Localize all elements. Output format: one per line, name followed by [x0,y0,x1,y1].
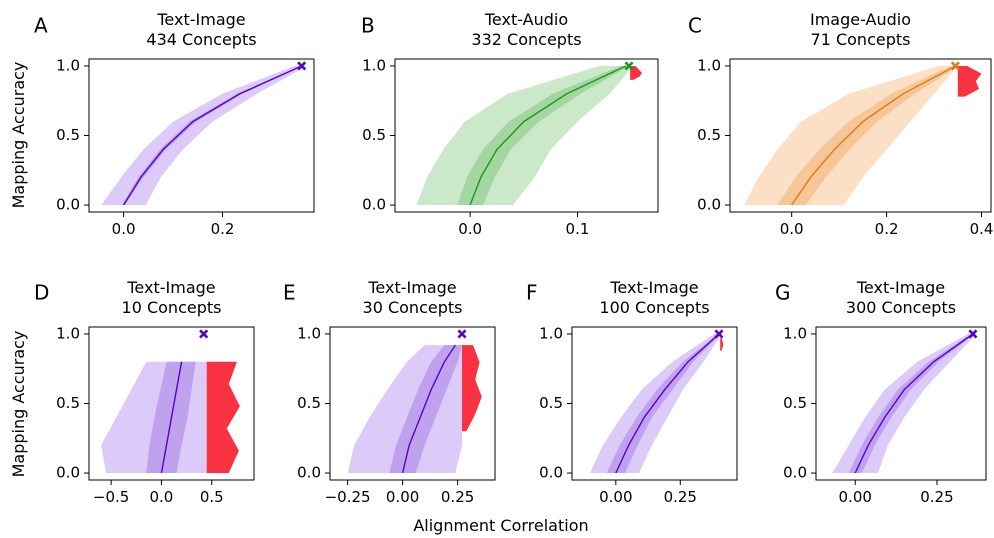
panel-title-e: Text-Image [367,278,456,297]
x-tick-label-f: 0.00 [599,488,632,506]
median-line-g [854,333,974,474]
observed-marker-a [297,61,307,71]
median-line-f [615,333,720,474]
y-tick-label-e: 0.5 [297,394,321,412]
observed-marker-b [624,61,634,71]
observed-marker-c [950,61,960,71]
x-tick-label-a: 0.2 [211,220,235,238]
y-tick-label-d: 0.0 [56,464,80,482]
x-tick-label-c: 0.2 [875,220,899,238]
y-tick-label-g: 0.5 [783,394,807,412]
panel-subtitle-a: 434 Concepts [146,30,256,49]
x-tick-label-g: 0.00 [839,488,872,506]
x-axis-label: Alignment Correlation [413,516,588,535]
x-tick-label-c: 0.4 [970,220,994,238]
inner-band-f [606,334,721,473]
x-tick-label-d: 0.5 [200,488,224,506]
y-tick-label-f: 0.0 [539,464,563,482]
x-tick-label-a: 0.0 [112,220,136,238]
panel-title-b: Text-Audio [484,10,568,29]
x-tick-label-b: 0.0 [458,220,482,238]
exceedance-region-e [462,345,482,432]
exceedance-region-c [957,66,982,97]
panel-letter-c: C [688,14,702,38]
x-tick-label-e: 0.00 [386,488,419,506]
x-tick-label-d: −0.5 [93,488,129,506]
x-tick-label-g: 0.25 [920,488,953,506]
panel-subtitle-b: 332 Concepts [471,30,581,49]
observed-marker-e [457,329,467,339]
panel-letter-b: B [361,14,375,38]
y-tick-label-c: 1.0 [697,56,721,74]
exceedance-region-f [720,338,724,351]
y-tick-label-a: 1.0 [56,56,80,74]
y-tick-label-b: 0.5 [362,126,386,144]
exceedance-region-b [630,66,642,80]
panel-letter-a: A [34,14,48,38]
inner-band-b [457,66,629,205]
y-tick-label-c: 0.0 [697,196,721,214]
panel-letter-e: E [283,281,296,305]
y-axis-label-bottom: Mapping Accuracy [9,331,28,478]
observed-marker-d [199,329,209,339]
y-tick-label-a: 0.0 [56,196,80,214]
outer-band-b [416,66,634,205]
y-tick-label-c: 0.5 [697,126,721,144]
y-tick-label-g: 0.0 [783,464,807,482]
inner-band-e [389,345,462,473]
x-tick-label-b: 0.1 [566,220,590,238]
y-tick-label-e: 0.0 [297,464,321,482]
x-tick-label-d: 0.0 [150,488,174,506]
median-line-c [791,65,956,206]
median-line-e [401,344,456,474]
panel-title-f: Text-Image [609,278,698,297]
y-tick-label-d: 0.5 [56,394,80,412]
panel-subtitle-g: 300 Concepts [846,298,956,317]
panel-letter-g: G [775,281,791,305]
y-tick-label-g: 1.0 [783,324,807,342]
exceedance-region-d [206,361,240,473]
y-tick-label-b: 1.0 [362,56,386,74]
observed-marker-g [968,329,978,339]
y-tick-label-a: 0.5 [56,126,80,144]
x-tick-label-e: 0.25 [441,488,474,506]
median-line-b [469,65,627,206]
panel-title-c: Image-Audio [810,10,911,29]
x-tick-label-f: 0.25 [664,488,697,506]
panel-title-g: Text-Image [856,278,945,297]
panel-title-a: Text-Image [156,10,245,29]
y-tick-label-b: 0.0 [362,196,386,214]
y-axis-label-top: Mapping Accuracy [9,62,28,209]
median-line-a [123,65,302,206]
x-tick-label-e: −0.25 [325,488,371,506]
panel-subtitle-d: 10 Concepts [122,298,222,317]
y-tick-label-e: 1.0 [297,324,321,342]
y-tick-label-f: 0.5 [539,394,563,412]
y-tick-label-d: 1.0 [56,324,80,342]
inner-band-c [777,66,958,205]
panel-subtitle-c: 71 Concepts [811,30,911,49]
panel-letter-f: F [526,281,538,305]
median-line-d [160,361,183,474]
observed-marker-f [714,329,724,339]
panel-subtitle-f: 100 Concepts [599,298,709,317]
panel-subtitle-e: 30 Concepts [363,298,463,317]
outer-band-a [101,66,307,205]
outer-band-g [832,334,977,473]
panel-letter-d: D [34,281,49,305]
x-tick-label-c: 0.0 [780,220,804,238]
panel-title-d: Text-Image [126,278,215,297]
y-tick-label-f: 1.0 [539,324,563,342]
